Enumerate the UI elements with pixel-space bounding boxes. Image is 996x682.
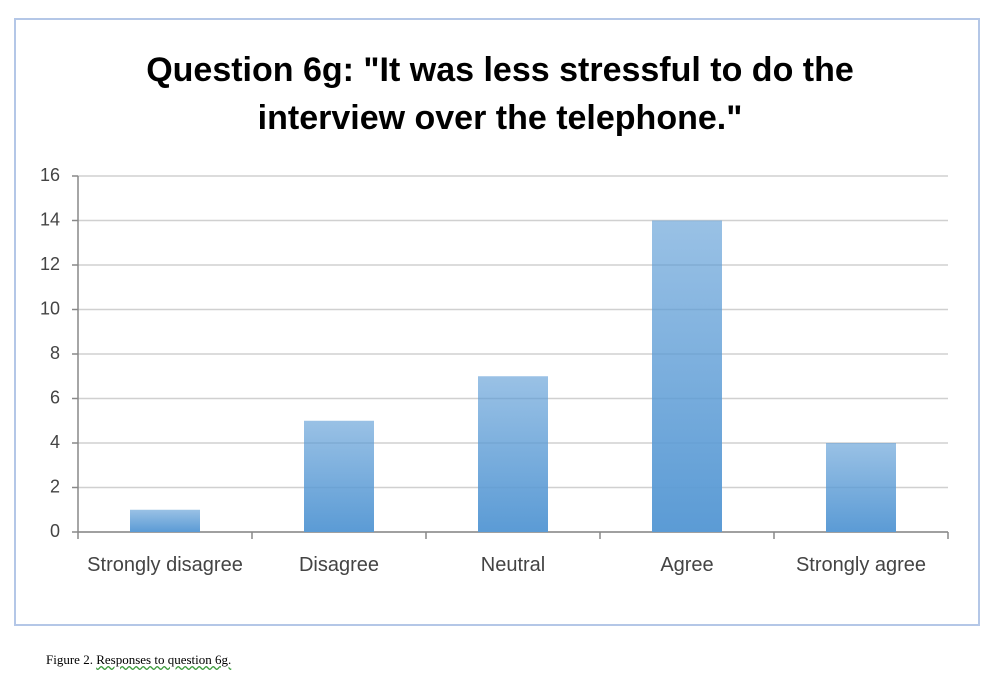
caption-label: Figure 2. bbox=[46, 652, 93, 667]
y-tick-label: 2 bbox=[50, 476, 60, 496]
x-tick-label: Disagree bbox=[298, 554, 380, 576]
caption: Figure 2. Responses to question 6g. bbox=[46, 652, 231, 668]
chart-frame bbox=[14, 18, 980, 626]
y-tick-label: 10 bbox=[40, 298, 60, 318]
y-tick-label: 8 bbox=[50, 343, 60, 363]
x-tick-label: Strongly agree bbox=[795, 554, 927, 576]
y-tick-label: 4 bbox=[50, 432, 60, 452]
y-tick-label: 14 bbox=[40, 209, 60, 229]
y-tick-label: 0 bbox=[50, 521, 60, 541]
bar bbox=[130, 509, 200, 532]
caption-text: Responses to question 6g. bbox=[96, 652, 232, 667]
x-tick-label: Strongly disagree bbox=[87, 554, 243, 576]
chart-title: Question 6g: "It was less stressful to d… bbox=[146, 51, 854, 137]
y-tick-label: 12 bbox=[40, 254, 60, 274]
bar bbox=[826, 443, 896, 532]
bar bbox=[652, 220, 722, 532]
bar bbox=[478, 376, 548, 532]
y-tick-label: 6 bbox=[50, 387, 60, 407]
bar bbox=[304, 420, 374, 532]
x-tick-label: Neutral bbox=[480, 554, 546, 576]
x-tick-label: Agree bbox=[660, 554, 714, 576]
y-tick-label: 16 bbox=[40, 165, 60, 185]
